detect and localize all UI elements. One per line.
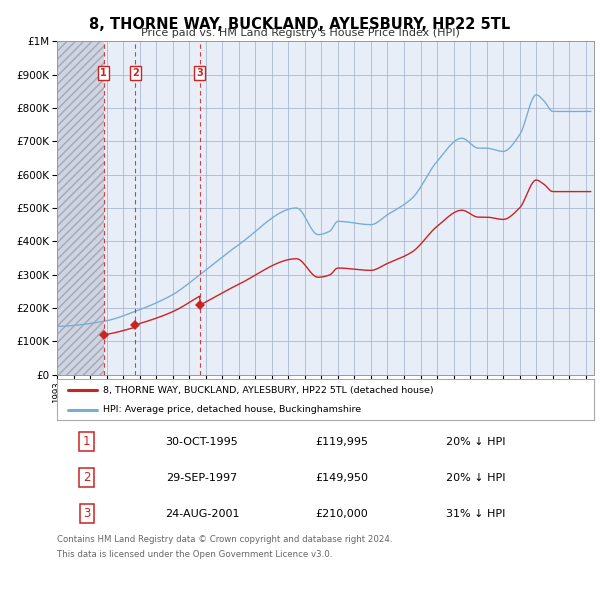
Text: 3: 3	[197, 68, 203, 78]
Bar	[57, 41, 104, 375]
Text: £149,950: £149,950	[315, 473, 368, 483]
HPI: Average price, detached house, Buckinghamshire: (2e+03, 2.86e+05): Average price, detached house, Buckingha…	[190, 276, 197, 283]
Text: Price paid vs. HM Land Registry's House Price Index (HPI): Price paid vs. HM Land Registry's House …	[140, 28, 460, 38]
8, THORNE WAY, BUCKLAND, AYLESBURY, HP22 5TL (detached house)	[522, 194, 529, 201]
Text: HPI: Average price, detached house, Buckinghamshire: HPI: Average price, detached house, Buck…	[103, 405, 361, 414]
Text: 2: 2	[132, 68, 139, 78]
HPI: Average price, detached house, Buckinghamshire: (1.99e+03, 1.45e+05): Average price, detached house, Buckingha…	[53, 323, 61, 330]
HPI: Average price, detached house, Buckinghamshire: (2e+03, 2.73e+05): Average price, detached house, Buckingha…	[185, 280, 192, 287]
Text: 1: 1	[83, 435, 90, 448]
Text: 8, THORNE WAY, BUCKLAND, AYLESBURY, HP22 5TL (detached house): 8, THORNE WAY, BUCKLAND, AYLESBURY, HP22…	[103, 386, 433, 395]
8, THORNE WAY, BUCKLAND, AYLESBURY, HP22 5TL (detached house)	[368, 267, 376, 274]
HPI: Average price, detached house, Buckinghamshire: (2e+03, 3.21e+05): Average price, detached house, Buckingha…	[205, 264, 212, 271]
8, THORNE WAY, BUCKLAND, AYLESBURY, HP22 5TL (detached house)	[164, 310, 171, 317]
Text: £210,000: £210,000	[315, 509, 368, 519]
HPI: Average price, detached house, Buckinghamshire: (2.03e+03, 7.9e+05): Average price, detached house, Buckingha…	[587, 108, 594, 115]
Text: Contains HM Land Registry data © Crown copyright and database right 2024.: Contains HM Land Registry data © Crown c…	[57, 535, 392, 544]
Line: 8, THORNE WAY, BUCKLAND, AYLESBURY, HP22 5TL (detached house): 8, THORNE WAY, BUCKLAND, AYLESBURY, HP22…	[104, 180, 590, 335]
Text: 3: 3	[83, 507, 90, 520]
8, THORNE WAY, BUCKLAND, AYLESBURY, HP22 5TL (detached house)	[100, 331, 107, 338]
Text: 8, THORNE WAY, BUCKLAND, AYLESBURY, HP22 5TL: 8, THORNE WAY, BUCKLAND, AYLESBURY, HP22…	[89, 17, 511, 31]
8, THORNE WAY, BUCKLAND, AYLESBURY, HP22 5TL (detached house)	[170, 308, 177, 315]
8, THORNE WAY, BUCKLAND, AYLESBURY, HP22 5TL (detached house)	[533, 176, 541, 183]
Text: 2: 2	[83, 471, 90, 484]
HPI: Average price, detached house, Buckinghamshire: (2.02e+03, 8.39e+05): Average price, detached house, Buckingha…	[533, 91, 541, 99]
Text: 24-AUG-2001: 24-AUG-2001	[165, 509, 239, 519]
Text: 20% ↓ HPI: 20% ↓ HPI	[446, 473, 506, 483]
Text: 30-OCT-1995: 30-OCT-1995	[166, 437, 238, 447]
Text: 1: 1	[100, 68, 107, 78]
Text: 31% ↓ HPI: 31% ↓ HPI	[446, 509, 506, 519]
Text: This data is licensed under the Open Government Licence v3.0.: This data is licensed under the Open Gov…	[57, 550, 332, 559]
Text: £119,995: £119,995	[315, 437, 368, 447]
HPI: Average price, detached house, Buckinghamshire: (1.99e+03, 1.52e+05): Average price, detached house, Buckingha…	[82, 320, 89, 327]
HPI: Average price, detached house, Buckinghamshire: (2e+03, 3.05e+05): Average price, detached house, Buckingha…	[199, 270, 206, 277]
8, THORNE WAY, BUCKLAND, AYLESBURY, HP22 5TL (detached house)	[453, 208, 460, 215]
Text: 20% ↓ HPI: 20% ↓ HPI	[446, 437, 506, 447]
Line: HPI: Average price, detached house, Buckinghamshire: HPI: Average price, detached house, Buck…	[57, 95, 590, 326]
Text: 29-SEP-1997: 29-SEP-1997	[166, 473, 238, 483]
8, THORNE WAY, BUCKLAND, AYLESBURY, HP22 5TL (detached house)	[386, 258, 394, 266]
8, THORNE WAY, BUCKLAND, AYLESBURY, HP22 5TL (detached house)	[587, 188, 594, 195]
HPI: Average price, detached house, Buckinghamshire: (2.01e+03, 4.5e+05): Average price, detached house, Buckingha…	[366, 221, 373, 228]
